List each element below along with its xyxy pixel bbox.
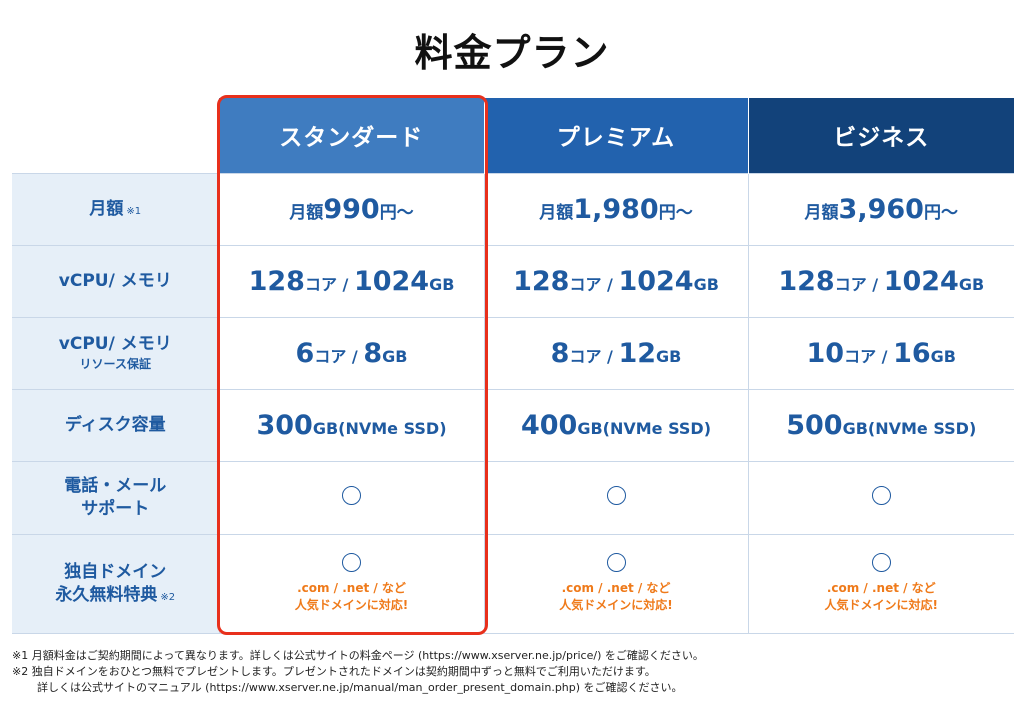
footnotes: ※1 月額料金はご契約期間によって異なります。詳しくは公式サイトの料金ページ (…: [12, 648, 1012, 696]
domain-premium: .com / .net / など 人気ドメインに対応!: [483, 533, 748, 634]
included-circle-icon: [871, 486, 891, 505]
row-label-support: 電話・メール サポート: [12, 460, 219, 534]
plan-header-standard: スタンダード: [219, 98, 485, 173]
plan-header-premium: プレミアム: [484, 98, 749, 173]
support-business: [747, 460, 1014, 534]
domain-standard: .com / .net / など 人気ドメインに対応!: [218, 533, 484, 634]
domain-business: .com / .net / など 人気ドメインに対応!: [747, 533, 1014, 634]
footnote-2: ※2 独自ドメインをおひとつ無料でプレゼントします。プレゼントされたドメインは契…: [12, 665, 656, 678]
disk-business: 500GB(NVMe SSD): [747, 388, 1014, 461]
price-business: 月額3,960円〜: [747, 172, 1014, 245]
included-circle-icon: [606, 486, 626, 505]
price-standard: 月額990円〜: [218, 172, 484, 245]
footnote-2-detail: 詳しくは公式サイトのマニュアル (https://www.xserver.ne.…: [37, 681, 683, 694]
table-row-support: 電話・メール サポート: [12, 460, 1014, 534]
cpu-memory-premium: 128コア / 1024GB: [483, 244, 748, 317]
guaranteed-business: 10コア / 16GB: [747, 316, 1014, 389]
table-row-cpu-memory: vCPU/ メモリ 128コア / 1024GB 128コア / 1024GB …: [12, 244, 1014, 317]
pricing-table: スタンダード プレミアム ビジネス 月額 ※1 月額990円〜 月額1,980円〜…: [12, 98, 1014, 634]
row-label-price: 月額 ※1: [12, 172, 219, 245]
cpu-memory-business: 128コア / 1024GB: [747, 244, 1014, 317]
footnote-mark-1: ※1: [126, 205, 142, 217]
page-title: 料金プラン: [414, 31, 610, 75]
plan-header-business: ビジネス: [748, 98, 1014, 173]
table-row-disk: ディスク容量 300GB(NVMe SSD) 400GB(NVMe SSD) 5…: [12, 388, 1014, 461]
guaranteed-premium: 8コア / 12GB: [483, 316, 748, 389]
table-row-guaranteed-resources: vCPU/ メモリ リソース保証 6コア / 8GB 8コア / 12GB 10…: [12, 316, 1014, 389]
guaranteed-standard: 6コア / 8GB: [218, 316, 484, 389]
row-label-domain: 独自ドメイン 永久無料特典 ※2: [12, 533, 219, 634]
disk-premium: 400GB(NVMe SSD): [483, 388, 748, 461]
support-standard: [218, 460, 484, 534]
cpu-memory-standard: 128コア / 1024GB: [218, 244, 484, 317]
support-premium: [483, 460, 748, 534]
included-circle-icon: [606, 552, 626, 572]
footnote-mark-2: ※2: [160, 591, 176, 603]
included-circle-icon: [342, 486, 361, 505]
row-label-disk: ディスク容量: [12, 388, 219, 461]
disk-standard: 300GB(NVMe SSD): [218, 388, 484, 461]
table-row-price: 月額 ※1 月額990円〜 月額1,980円〜 月額3,960円〜: [12, 172, 1014, 245]
included-circle-icon: [342, 552, 361, 572]
table-row-domain: 独自ドメイン 永久無料特典 ※2 .com / .net / など 人気ドメインに…: [12, 533, 1014, 634]
included-circle-icon: [871, 552, 891, 572]
row-label-cpu-memory: vCPU/ メモリ: [12, 244, 219, 317]
footnote-1: ※1 月額料金はご契約期間によって異なります。詳しくは公式サイトの料金ページ (…: [12, 649, 704, 662]
table-corner: [12, 98, 219, 173]
price-premium: 月額1,980円〜: [483, 172, 748, 245]
row-label-guaranteed-resources: vCPU/ メモリ リソース保証: [12, 316, 219, 389]
